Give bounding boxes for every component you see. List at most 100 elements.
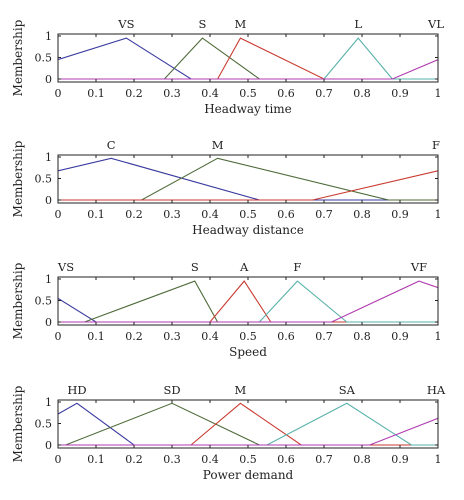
- set-label-hd: HD: [67, 383, 86, 397]
- x-tick-label: 0.5: [239, 208, 257, 221]
- set-label-vs: VS: [117, 17, 134, 31]
- x-tick-label: 0: [55, 330, 62, 343]
- set-label-f: F: [432, 138, 440, 152]
- membership-line-ha: [58, 417, 438, 446]
- y-axis-title: Membership: [11, 262, 25, 339]
- membership-line-m: [58, 402, 438, 446]
- set-label-l: L: [354, 17, 362, 31]
- x-tick-label: 0.5: [239, 330, 257, 343]
- y-tick-label: 0.5: [35, 52, 53, 65]
- x-tick-label: 1: [435, 330, 442, 343]
- x-tick-label: 0.7: [315, 453, 333, 466]
- y-tick-label: 1: [45, 273, 52, 286]
- x-tick-label: 1: [435, 453, 442, 466]
- x-tick-label: 1: [435, 87, 442, 100]
- y-tick-label: 0: [45, 439, 52, 452]
- x-axis-title: Headway time: [204, 102, 292, 116]
- y-tick-label: 0: [45, 316, 52, 329]
- chart-panel-3: 0 0.1 0.2 0.3 0.4 0.5 0.6 0.7 0.8 0.9 1 0 0.5 1 VS S A F V…: [11, 260, 442, 359]
- membership-line-sa: [58, 402, 438, 446]
- x-axis-title: Power demand: [203, 468, 294, 482]
- y-tick-label: 0.5: [35, 173, 53, 186]
- set-label-c: C: [107, 138, 116, 152]
- x-tick-label: 0.6: [277, 330, 295, 343]
- set-label-sd: SD: [163, 383, 180, 397]
- membership-line-sd: [58, 402, 438, 446]
- y-tick-label: 0: [45, 194, 52, 207]
- y-axis-title: Membership: [11, 385, 25, 462]
- axis-box: [57, 276, 439, 326]
- x-tick-label: 0.1: [87, 87, 105, 100]
- x-tick-label: 0.9: [391, 330, 409, 343]
- membership-line-m: [58, 157, 438, 201]
- set-label-vf: VF: [410, 260, 427, 274]
- set-label-s: S: [191, 260, 199, 274]
- membership-line-hd: [58, 402, 438, 446]
- set-label-s: S: [198, 17, 206, 31]
- x-tick-label: 0.8: [353, 208, 371, 221]
- membership-line-vl: [58, 59, 438, 80]
- x-tick-label: 0.9: [391, 87, 409, 100]
- x-tick-label: 0.5: [239, 87, 257, 100]
- chart-panel-2: 0 0.1 0.2 0.3 0.4 0.5 0.6 0.7 0.8 0.9 1 0 0.5 1 C M F Mem…: [11, 138, 442, 237]
- x-tick-label: 0.4: [201, 208, 219, 221]
- membership-line-l: [58, 37, 438, 80]
- set-label-ha: HA: [427, 383, 446, 397]
- set-label-sa: SA: [339, 383, 356, 397]
- x-tick-label: 0.5: [239, 453, 257, 466]
- x-tick-label: 0.2: [125, 330, 143, 343]
- set-label-m: M: [212, 138, 224, 152]
- set-label-vs: VS: [57, 260, 74, 274]
- x-tick-label: 0.7: [315, 208, 333, 221]
- set-label-a: A: [239, 260, 249, 274]
- x-tick-label: 0: [55, 208, 62, 221]
- membership-line-s: [58, 37, 438, 80]
- x-tick-label: 0.3: [163, 453, 181, 466]
- y-tick-label: 0: [45, 73, 52, 86]
- x-tick-label: 0.2: [125, 453, 143, 466]
- set-label-m: M: [235, 383, 247, 397]
- y-tick-label: 0.5: [35, 295, 53, 308]
- y-tick-label: 1: [45, 396, 52, 409]
- y-axis-title: Membership: [11, 19, 25, 96]
- x-tick-label: 0.3: [163, 208, 181, 221]
- chart-panel-1: 0 0.1 0.2 0.3 0.4 0.5 0.6 0.7 0.8 0.9 1 0 0.5 1 VS S M L V…: [11, 17, 444, 116]
- x-tick-label: 0.1: [87, 453, 105, 466]
- membership-line-f: [58, 170, 438, 201]
- x-tick-label: 0.1: [87, 208, 105, 221]
- y-tick-label: 1: [45, 151, 52, 164]
- x-tick-label: 0.8: [353, 87, 371, 100]
- x-tick-label: 1: [435, 208, 442, 221]
- x-tick-label: 0.9: [391, 208, 409, 221]
- x-tick-label: 0.6: [277, 87, 295, 100]
- x-tick-label: 0: [55, 87, 62, 100]
- x-tick-label: 0.4: [201, 453, 219, 466]
- chart-panel-4: 0 0.1 0.2 0.3 0.4 0.5 0.6 0.7 0.8 0.9 1 0 0.5 1 HD SD M S…: [11, 383, 446, 482]
- x-tick-label: 0.3: [163, 87, 181, 100]
- x-tick-label: 0.4: [201, 87, 219, 100]
- axis-box: [57, 154, 439, 204]
- x-tick-label: 0.6: [277, 208, 295, 221]
- x-tick-label: 0.7: [315, 87, 333, 100]
- membership-line-vs: [58, 37, 438, 80]
- x-tick-label: 0.3: [163, 330, 181, 343]
- x-tick-label: 0.7: [315, 330, 333, 343]
- y-tick-label: 0.5: [35, 418, 53, 431]
- x-tick-label: 0.9: [391, 453, 409, 466]
- membership-line-vf: [58, 280, 438, 323]
- membership-line-c: [58, 157, 438, 201]
- x-tick-label: 0: [55, 453, 62, 466]
- x-axis-title: Headway distance: [192, 223, 304, 237]
- set-label-vl: VL: [427, 17, 444, 31]
- x-tick-label: 0.1: [87, 330, 105, 343]
- membership-line-a: [58, 280, 438, 323]
- y-axis-title: Membership: [11, 140, 25, 217]
- y-tick-label: 1: [45, 30, 52, 43]
- x-tick-label: 0.8: [353, 330, 371, 343]
- x-tick-label: 0.6: [277, 453, 295, 466]
- set-label-m: M: [235, 17, 247, 31]
- membership-line-m: [58, 37, 438, 80]
- x-tick-label: 0.2: [125, 208, 143, 221]
- x-tick-label: 0.2: [125, 87, 143, 100]
